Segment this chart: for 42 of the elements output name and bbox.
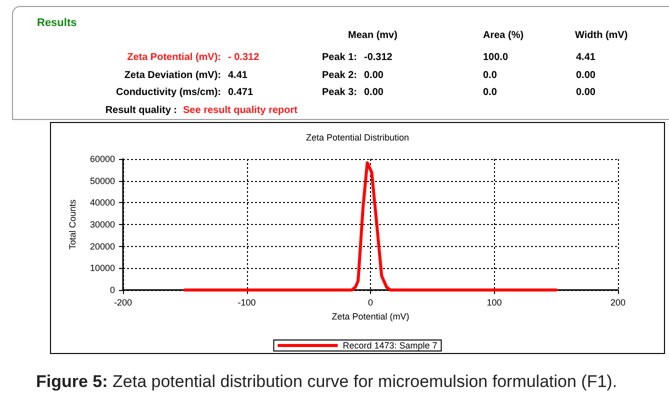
text: Width (mV) — [575, 30, 628, 41]
x-tick-label: -100 — [238, 298, 256, 308]
x-tick-label: 100 — [486, 298, 502, 308]
y-tick-label: 60000 — [90, 154, 115, 164]
x-tick-label: 200 — [610, 298, 626, 308]
text: 0.471 — [228, 87, 254, 98]
text: Record 1473: Sample 7 — [342, 340, 438, 350]
text: Results — [37, 17, 77, 29]
text: Conductivity (ms/cm): — [116, 87, 221, 98]
text: Mean (mv) — [348, 30, 398, 41]
text: 0.00 — [576, 87, 596, 98]
text: -0.312 — [364, 52, 392, 63]
text: 4.41 — [576, 52, 596, 63]
y-tick-label: 40000 — [90, 198, 115, 208]
text: 4.41 — [228, 70, 248, 81]
text: Peak 1: — [322, 52, 357, 63]
x-tick-label: 0 — [368, 298, 374, 308]
text: Peak 3: — [322, 87, 357, 98]
y-tick-label: 0 — [110, 285, 115, 295]
text: See result quality report — [183, 105, 298, 116]
text: Peak 2: — [322, 70, 357, 81]
text: Result quality : — [105, 105, 177, 116]
text: 0.0 — [483, 70, 497, 81]
text: 100.0 — [483, 52, 508, 63]
x-tick-label: -200 — [114, 298, 132, 308]
line-series — [183, 161, 558, 292]
y-tick-label: 10000 — [90, 263, 115, 274]
text: 0.0 — [483, 87, 497, 98]
text: Area (%) — [483, 30, 524, 41]
chart-title: Zeta Potential Distribution — [306, 132, 410, 142]
y-axis-title: Total Counts — [68, 198, 78, 250]
y-tick-label: 50000 — [90, 176, 115, 186]
y-tick-label: 20000 — [90, 241, 115, 252]
text: 0.00 — [576, 70, 596, 81]
caption: Figure 5: Zeta potential distribution curve for microemulsion formulation (F1). — [36, 372, 618, 392]
x-axis-title: Zeta Potential (mV) — [332, 311, 410, 322]
text: Zeta Deviation (mV): — [124, 70, 221, 81]
text: Zeta Potential (mV): — [127, 52, 221, 63]
text: 0.00 — [364, 87, 384, 98]
text: 0.00 — [364, 70, 384, 81]
text: - 0.312 — [228, 52, 260, 63]
y-tick-label: 30000 — [90, 220, 115, 230]
